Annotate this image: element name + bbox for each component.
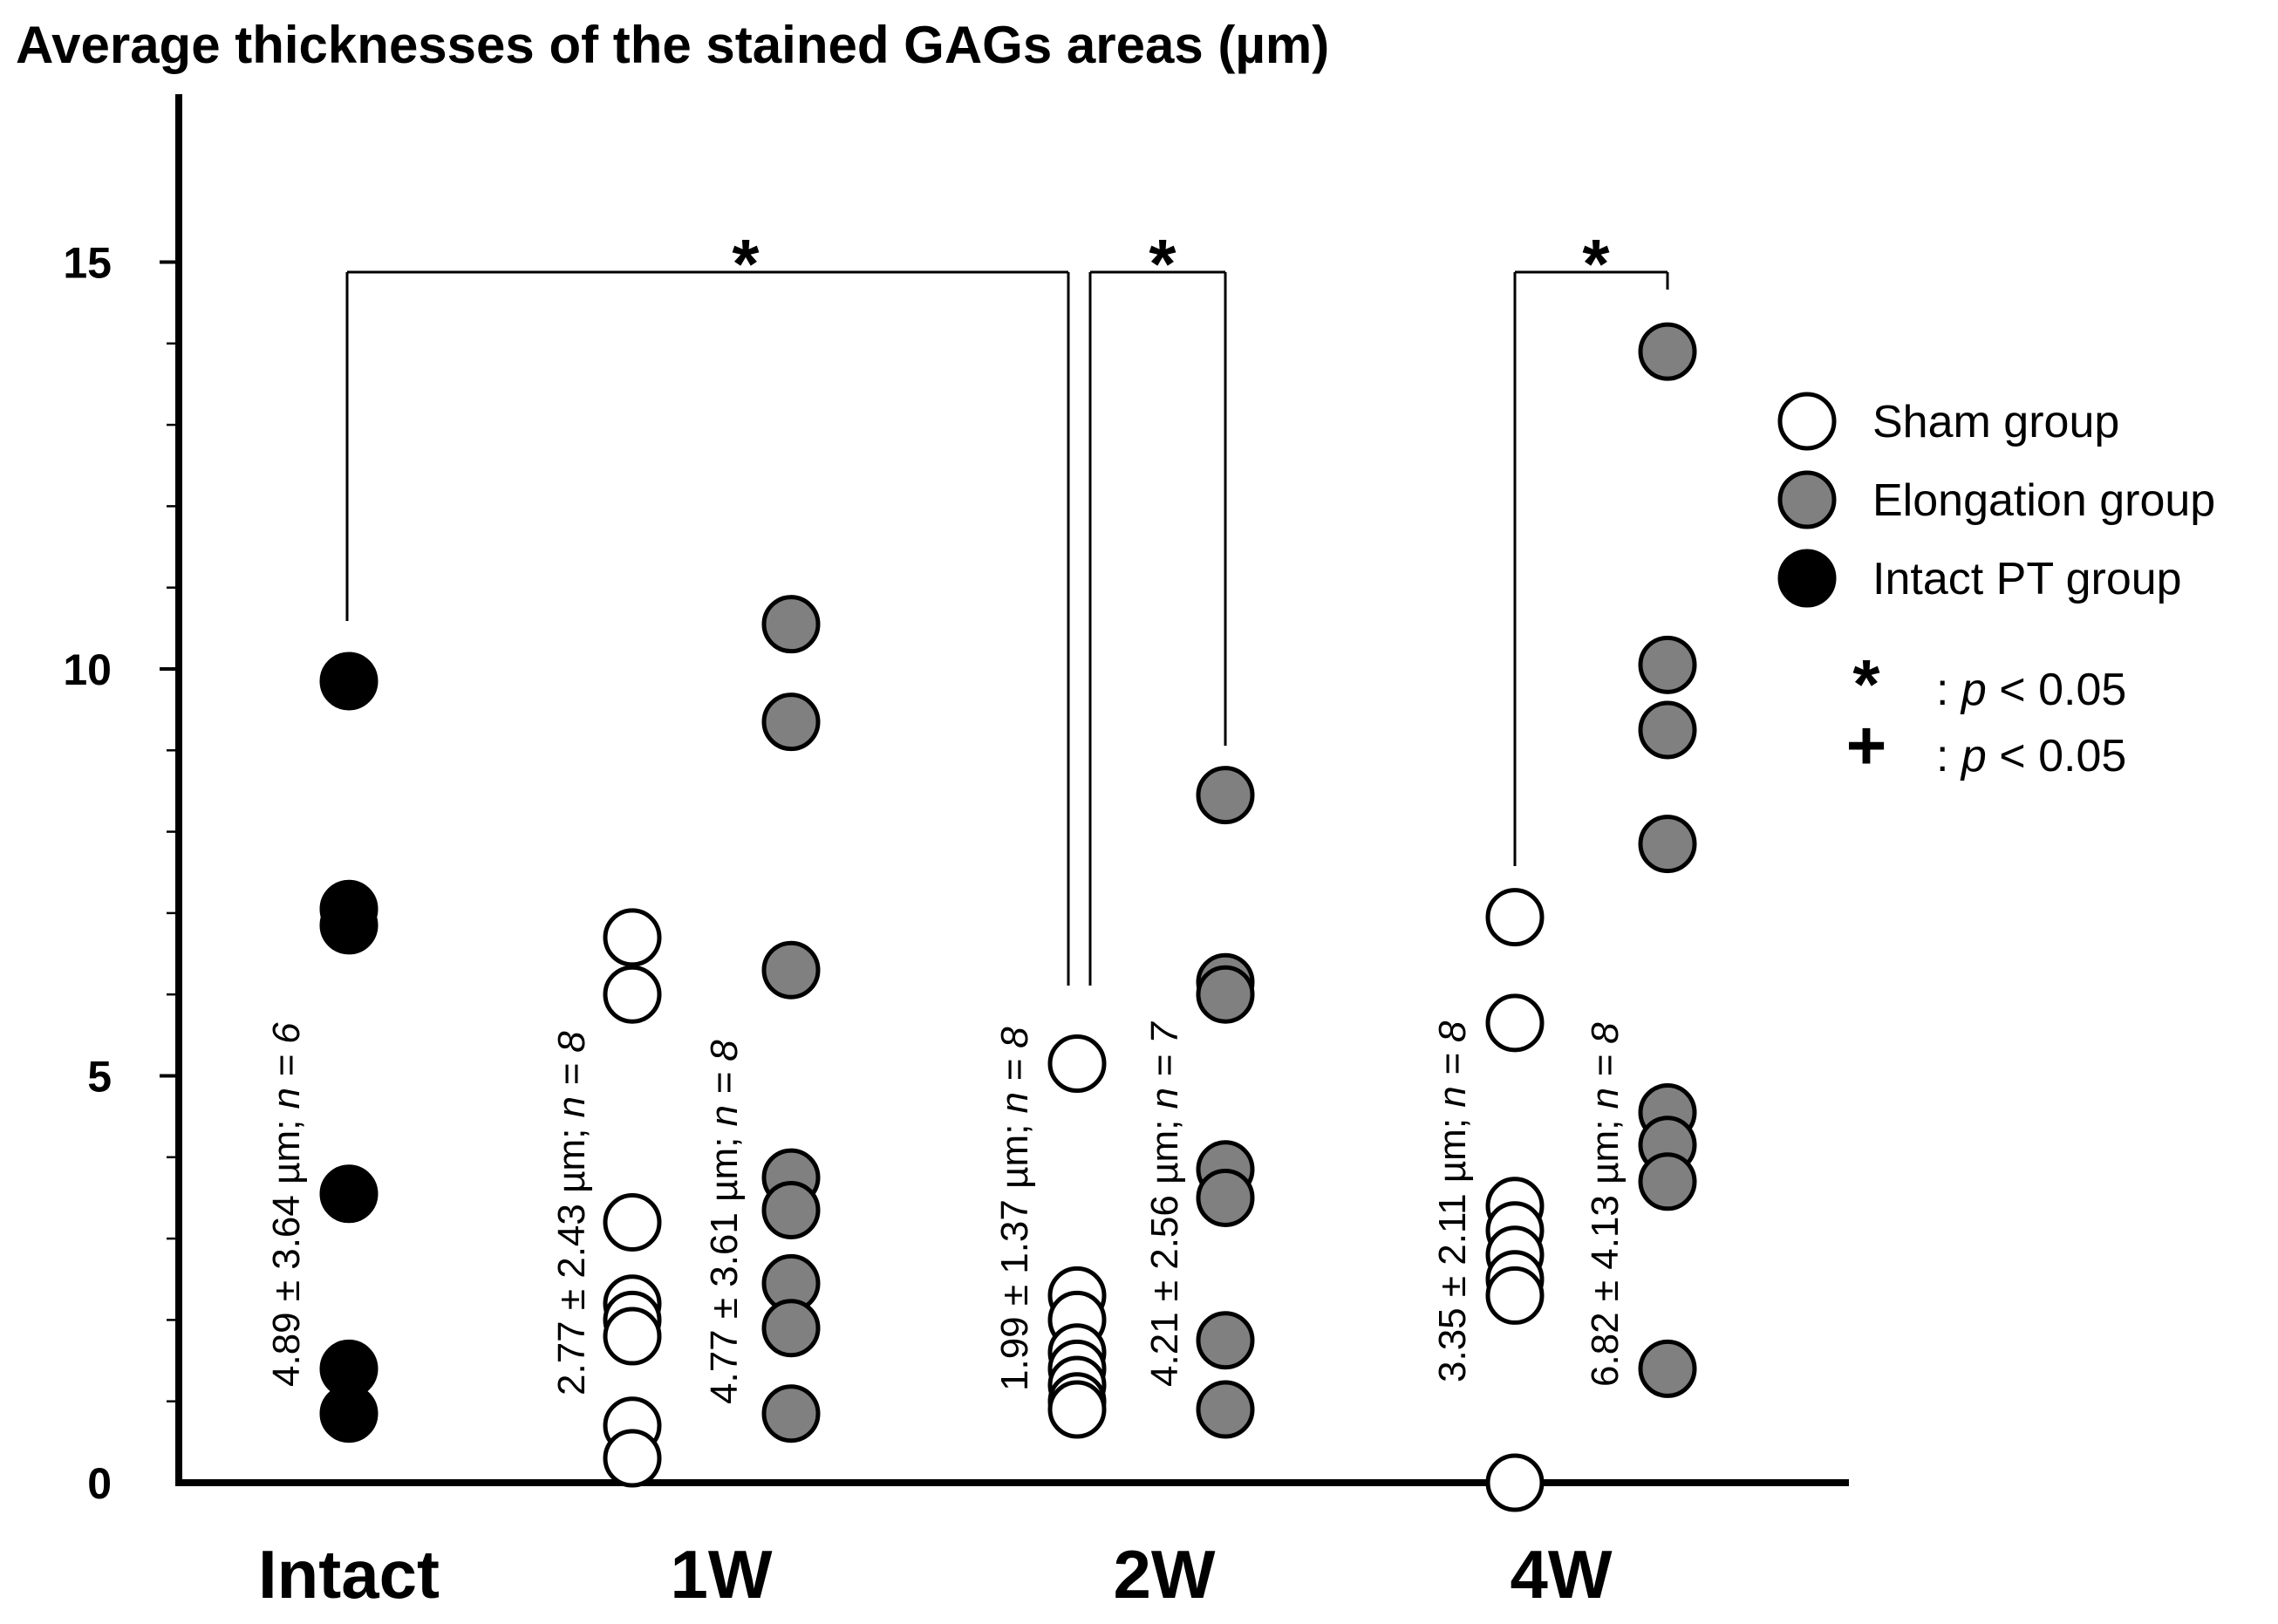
axes: 0 5 10 15 Intact 1W 2W 4W	[63, 94, 1849, 1613]
stat-annotation: 4.89 ± 3.64 µm; n = 6	[265, 1022, 308, 1387]
legend-marker	[1777, 549, 1837, 608]
stat-annotation-value: 1.99 ± 1.37 µm;	[993, 1113, 1036, 1391]
data-point	[1485, 1266, 1545, 1325]
stat-annotation-n: n = 8	[1431, 1020, 1474, 1108]
data-point	[1638, 1152, 1697, 1211]
data-point	[1485, 888, 1545, 947]
data-point	[603, 1192, 662, 1252]
data-point	[319, 896, 379, 955]
data-point	[1638, 635, 1697, 694]
y-tick-label: 15	[63, 239, 112, 288]
data-point	[1196, 1311, 1255, 1370]
stat-annotation-value: 2.77 ± 2.43 µm;	[550, 1117, 593, 1395]
data-point	[1638, 815, 1697, 874]
y-tick-label: 5	[87, 1053, 112, 1102]
data-point	[761, 940, 821, 1000]
data-point	[603, 965, 662, 1024]
data-point	[603, 1307, 662, 1366]
data-point	[761, 693, 821, 752]
significance-star: *	[1582, 225, 1610, 303]
stat-annotation-n: n = 7	[1143, 1021, 1186, 1109]
data-point	[1196, 965, 1255, 1024]
data-point	[1485, 993, 1545, 1053]
legend-sig-symbol: +	[1846, 706, 1887, 784]
y-tick-label: 10	[63, 645, 112, 694]
stat-annotation-n: n = 8	[993, 1027, 1036, 1114]
chart-title: Average thicknesses of the stained GAGs …	[16, 16, 1329, 74]
data-point	[319, 1384, 379, 1443]
y-tick-label: 0	[87, 1459, 112, 1508]
data-point	[1485, 1453, 1545, 1512]
data-point	[1196, 1380, 1255, 1439]
significance-star: *	[1149, 225, 1177, 303]
significance-brackets: * * *	[345, 225, 1669, 986]
stat-annotation-value: 4.21 ± 2.56 µm;	[1143, 1109, 1186, 1387]
legend-sig-p: p	[1960, 665, 1987, 715]
data-point	[1638, 700, 1697, 760]
data-point	[319, 652, 379, 711]
legend-label: Elongation group	[1872, 475, 2215, 526]
data-point	[319, 1164, 379, 1224]
data-point	[1047, 1034, 1107, 1094]
x-category-label: 1W	[671, 1536, 773, 1613]
stat-annotation-value: 6.82 ± 4.13 µm;	[1584, 1109, 1627, 1387]
stat-annotation-n: n = 6	[265, 1022, 308, 1109]
legend-sig-threshold: < 0.05	[1987, 731, 2126, 781]
data-point	[761, 1384, 821, 1443]
data-point	[1638, 1339, 1697, 1398]
stat-annotation-value: 3.35 ± 2.11 µm;	[1431, 1108, 1474, 1382]
stat-annotation: 2.77 ± 2.43 µm; n = 8	[550, 1031, 593, 1395]
annotations: 4.89 ± 3.64 µm; n = 6 2.77 ± 2.43 µm; n =…	[265, 1020, 1627, 1404]
stat-annotation-value: 4.89 ± 3.64 µm;	[265, 1109, 308, 1387]
legend-sig-threshold: < 0.05	[1987, 665, 2126, 715]
legend-sig-p: p	[1960, 731, 1987, 781]
stat-annotation-n: n = 8	[703, 1040, 746, 1127]
stat-annotation-value: 4.77 ± 3.61 µm;	[703, 1126, 746, 1404]
stat-annotation: 6.82 ± 4.13 µm; n = 8	[1584, 1022, 1627, 1387]
legend: Sham group Elongation group Intact PT grou…	[1777, 392, 2215, 784]
x-category-label: Intact	[258, 1536, 440, 1613]
data-point	[1047, 1380, 1107, 1439]
data-point	[761, 1299, 821, 1358]
x-category-label: 4W	[1511, 1536, 1613, 1613]
stat-annotation-n: n = 8	[550, 1031, 593, 1118]
stat-annotation: 4.21 ± 2.56 µm; n = 7	[1143, 1021, 1186, 1387]
legend-marker	[1777, 392, 1837, 451]
data-point	[761, 595, 821, 654]
data-points	[319, 322, 1697, 1512]
data-point	[1196, 1168, 1255, 1227]
data-point	[603, 1429, 662, 1488]
x-category-label: 2W	[1114, 1536, 1216, 1613]
legend-label: Sham group	[1872, 397, 2119, 447]
legend-sig-text: : p < 0.05	[1936, 665, 2126, 715]
data-point	[1638, 322, 1697, 381]
stat-annotation: 3.35 ± 2.11 µm; n = 8	[1431, 1020, 1474, 1382]
legend-sig-symbol: *	[1852, 645, 1880, 723]
legend-label: Intact PT group	[1872, 554, 2182, 604]
stat-annotation: 4.77 ± 3.61 µm; n = 8	[703, 1040, 746, 1404]
legend-sig-prefix: :	[1936, 665, 1961, 715]
data-point	[603, 908, 662, 967]
stat-annotation: 1.99 ± 1.37 µm; n = 8	[993, 1027, 1036, 1391]
legend-sig-text: : p < 0.05	[1936, 731, 2126, 781]
legend-marker	[1777, 470, 1837, 529]
data-point	[761, 1180, 821, 1239]
data-point	[1196, 766, 1255, 825]
stat-annotation-n: n = 8	[1584, 1022, 1627, 1109]
significance-star: *	[732, 225, 760, 303]
legend-sig-prefix: :	[1936, 731, 1961, 781]
